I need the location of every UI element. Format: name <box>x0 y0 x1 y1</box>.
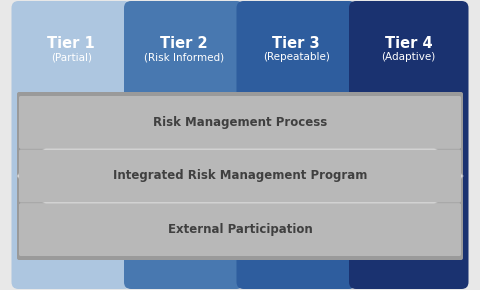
FancyBboxPatch shape <box>19 96 461 149</box>
Text: Risk Management Process: Risk Management Process <box>153 116 327 129</box>
FancyBboxPatch shape <box>19 150 461 202</box>
Text: Tier 3: Tier 3 <box>273 35 320 50</box>
FancyBboxPatch shape <box>19 203 461 256</box>
Text: (Adaptive): (Adaptive) <box>382 52 436 62</box>
Text: Integrated Risk Management Program: Integrated Risk Management Program <box>113 169 367 182</box>
Text: Tier 2: Tier 2 <box>160 35 207 50</box>
Text: (Partial): (Partial) <box>51 52 92 62</box>
Text: (Risk Informed): (Risk Informed) <box>144 52 224 62</box>
FancyBboxPatch shape <box>19 150 461 202</box>
FancyBboxPatch shape <box>124 1 243 289</box>
FancyBboxPatch shape <box>17 92 463 260</box>
FancyBboxPatch shape <box>19 96 461 149</box>
Text: Tier 1: Tier 1 <box>48 35 95 50</box>
FancyBboxPatch shape <box>12 1 131 289</box>
FancyBboxPatch shape <box>237 1 356 289</box>
Text: Tier 4: Tier 4 <box>385 35 432 50</box>
Text: External Participation: External Participation <box>168 223 312 236</box>
FancyBboxPatch shape <box>19 203 461 256</box>
Text: (Repeatable): (Repeatable) <box>263 52 330 62</box>
FancyBboxPatch shape <box>12 87 468 265</box>
Polygon shape <box>17 97 463 255</box>
FancyBboxPatch shape <box>349 1 468 289</box>
